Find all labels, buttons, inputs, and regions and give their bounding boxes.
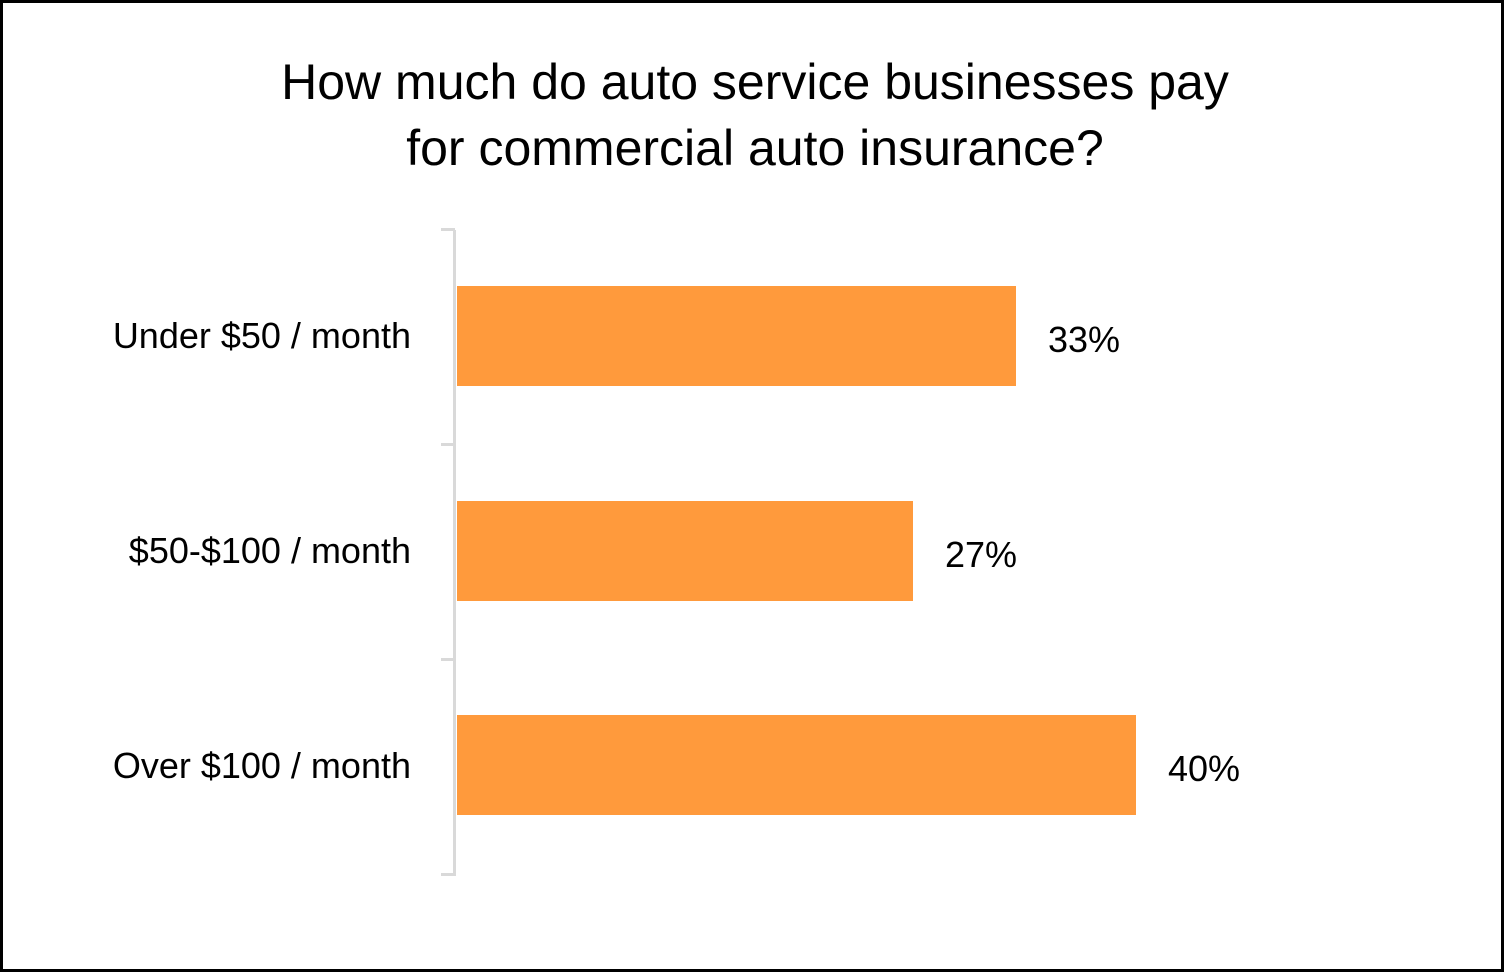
category-label: Under $50 / month xyxy=(112,315,411,356)
category-label: $50-$100 / month xyxy=(128,530,411,571)
bar-under-50 xyxy=(457,286,1016,386)
y-axis-line xyxy=(453,230,456,876)
chart-title-line-2: for commercial auto insurance? xyxy=(406,120,1104,176)
value-label: 40% xyxy=(1168,748,1241,789)
value-label: 27% xyxy=(945,534,1018,575)
category-label: Over $100 / month xyxy=(112,745,411,786)
chart-title: How much do auto service businesses pay … xyxy=(3,49,1501,181)
bar-50-100 xyxy=(457,501,913,601)
y-axis-tick xyxy=(441,443,455,446)
chart-title-line-1: How much do auto service businesses pay xyxy=(281,54,1229,110)
y-axis-tick xyxy=(441,873,455,876)
bar-over-100 xyxy=(457,715,1136,815)
y-axis-tick xyxy=(441,658,455,661)
value-label: 33% xyxy=(1048,319,1121,360)
y-axis-tick xyxy=(441,228,455,231)
